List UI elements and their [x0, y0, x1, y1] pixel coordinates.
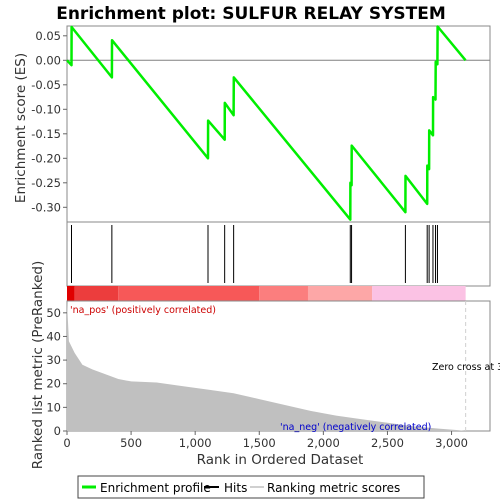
es-tick-label: -0.10: [31, 102, 61, 116]
metric-tick-label: 40: [46, 329, 61, 343]
es-tick-label: -0.25: [31, 176, 61, 190]
color-bar-segment: [259, 286, 308, 301]
x-tick-label: 500: [120, 436, 142, 450]
metric-y-axis-title: Ranked list metric (PreRanked): [30, 261, 46, 469]
metric-tick-label: 0: [54, 424, 61, 438]
legend-hits-label: Hits: [224, 481, 247, 495]
metric-tick-label: 30: [46, 353, 61, 367]
ranking-metric-area: [67, 301, 466, 431]
color-bar-segment: [118, 286, 260, 301]
metric-axis-ticks: 50 40 30 20 10 0: [46, 306, 67, 438]
color-bar-segment: [74, 286, 119, 301]
x-tick-label: 2,500: [371, 436, 404, 450]
x-axis-title: Rank in Ordered Dataset: [197, 452, 364, 468]
zero-cross-label: Zero cross at 3: [432, 362, 500, 373]
es-tick-label: -0.15: [31, 127, 61, 141]
x-tick-label: 0: [63, 436, 70, 450]
metric-tick-label: 50: [46, 306, 61, 320]
chart-title: Enrichment plot: SULFUR RELAY SYSTEM: [56, 4, 446, 24]
color-bar-segment: [307, 286, 373, 301]
enrichment-profile-line: [66, 25, 467, 221]
negative-correlation-label: 'na_neg' (negatively correlated): [280, 422, 431, 433]
x-axis-ticks: 0 500 1,000 1,500 2,000 2,500 3,000: [63, 431, 468, 450]
hits-marks: [70, 225, 438, 283]
x-tick-label: 1,000: [179, 436, 212, 450]
metric-tick-label: 10: [46, 400, 61, 414]
metric-tick-label: 20: [46, 377, 61, 391]
positive-correlation-label: 'na_pos' (positively correlated): [70, 305, 216, 316]
es-panel: [66, 25, 491, 223]
es-tick-label: -0.05: [31, 78, 61, 92]
es-tick-label: 0.05: [35, 29, 61, 43]
correlation-color-bar: [67, 286, 466, 301]
es-tick-label: -0.20: [31, 151, 61, 165]
x-tick-label: 3,000: [435, 436, 468, 450]
es-tick-label: -0.30: [31, 200, 61, 214]
legend-metric-label: Ranking metric scores: [267, 481, 400, 495]
color-bar-segment: [372, 286, 466, 301]
es-axis-ticks: 0.05 0.00 -0.05 -0.10 -0.15 -0.20 -0.25 -0.30: [31, 29, 67, 214]
color-bar-segment: [67, 286, 75, 301]
x-tick-label: 2,000: [307, 436, 340, 450]
es-tick-label: 0.00: [35, 53, 61, 67]
hits-panel: [66, 221, 491, 287]
es-y-axis-title: Enrichment score (ES): [13, 53, 29, 203]
legend-es-label: Enrichment profile: [100, 481, 211, 495]
x-tick-label: 1,500: [243, 436, 276, 450]
